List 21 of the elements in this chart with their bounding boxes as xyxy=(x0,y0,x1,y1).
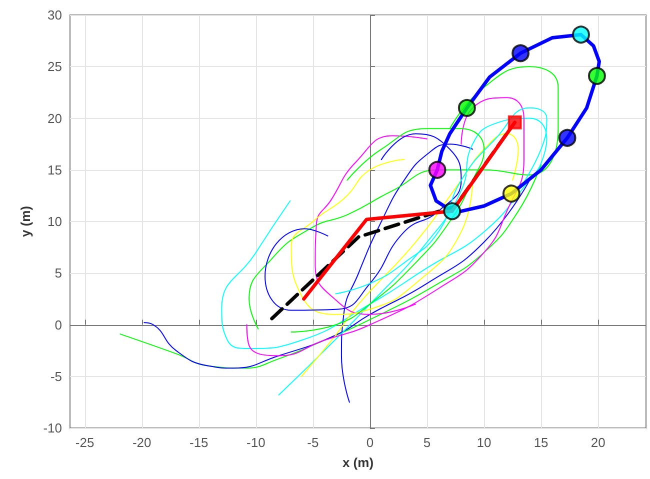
y-tick-label: 10 xyxy=(48,214,62,229)
y-tick-label: 5 xyxy=(54,266,62,281)
y-tick-label: 20 xyxy=(48,110,62,126)
y-tick-label: 0 xyxy=(54,317,62,332)
y-tick-label: 25 xyxy=(48,59,62,74)
y-tick-label: -5 xyxy=(50,368,62,384)
x-tick-label: -5 xyxy=(307,435,319,450)
x-tick-label: 15 xyxy=(534,435,548,450)
x-tick-label: 0 xyxy=(366,435,374,450)
x-tick-label: 10 xyxy=(476,435,492,450)
x-tick-label: -20 xyxy=(132,435,152,450)
y-tick-label: 15 xyxy=(48,162,62,178)
x-tick-label: -10 xyxy=(246,435,266,450)
y-tick-label: 30 xyxy=(48,8,62,22)
x-tick-label: 5 xyxy=(423,435,431,450)
x-tick-label: 20 xyxy=(590,435,606,450)
y-tick-label: -10 xyxy=(43,420,62,436)
y-axis-title: y (m) xyxy=(18,206,33,238)
x-tick-label: -15 xyxy=(189,435,208,450)
x-tick-label: -25 xyxy=(75,435,94,450)
x-axis-title: x (m) xyxy=(342,455,374,470)
